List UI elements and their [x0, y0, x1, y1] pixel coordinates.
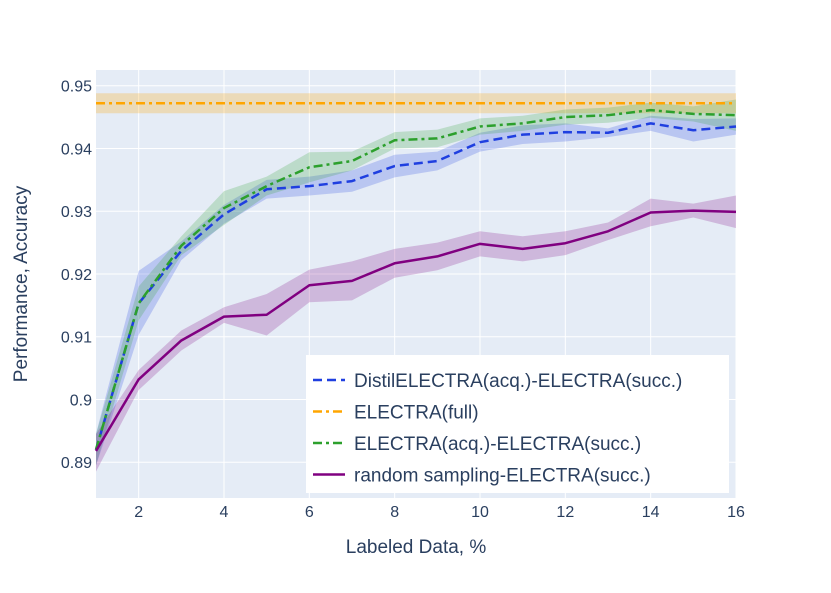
x-tick-label: 14 — [642, 504, 660, 521]
x-tick-label: 8 — [390, 504, 399, 521]
x-tick-label: 6 — [305, 504, 314, 521]
legend-label: ELECTRA(full) — [354, 403, 479, 424]
legend-label: ELECTRA(acq.)-ELECTRA(succ.) — [354, 434, 641, 455]
x-tick-labels: 2 4 6 8 10 12 14 16 — [134, 504, 745, 521]
series-line-3 — [94, 209, 737, 452]
confidence-band-0 — [96, 115, 736, 466]
x-tick-label: 12 — [556, 504, 574, 521]
series-lines — [94, 102, 737, 452]
x-tick-label: 16 — [727, 504, 745, 521]
x-tick-label: 2 — [134, 504, 143, 521]
x-tick-label: 4 — [220, 504, 229, 521]
y-tick-label: 0.89 — [61, 455, 92, 472]
series-line-0 — [94, 122, 737, 451]
x-axis-title: Labeled Data, % — [346, 537, 487, 558]
legend-label: random sampling-ELECTRA(succ.) — [354, 466, 651, 487]
legend-box — [306, 355, 729, 493]
legend-label: DistilELECTRA(acq.)-ELECTRA(succ.) — [354, 371, 682, 392]
y-tick-label: 0.91 — [61, 330, 92, 347]
x-tick-label: 10 — [471, 504, 489, 521]
y-tick-label: 0.93 — [61, 204, 92, 221]
y-tick-label: 0.9 — [70, 392, 92, 409]
y-tick-label: 0.94 — [61, 141, 92, 158]
y-tick-label: 0.92 — [61, 267, 92, 284]
confidence-band-2 — [96, 99, 736, 466]
legend: DistilELECTRA(acq.)-ELECTRA(succ.) ELECTR… — [306, 355, 729, 493]
y-axis-title: Performance, Accuracy — [11, 185, 32, 382]
series-line-2 — [94, 108, 737, 451]
confidence-band-3 — [96, 195, 736, 472]
y-tick-label: 0.95 — [61, 79, 92, 96]
y-tick-labels: 0.89 0.9 0.91 0.92 0.93 0.94 0.95 — [61, 79, 92, 473]
